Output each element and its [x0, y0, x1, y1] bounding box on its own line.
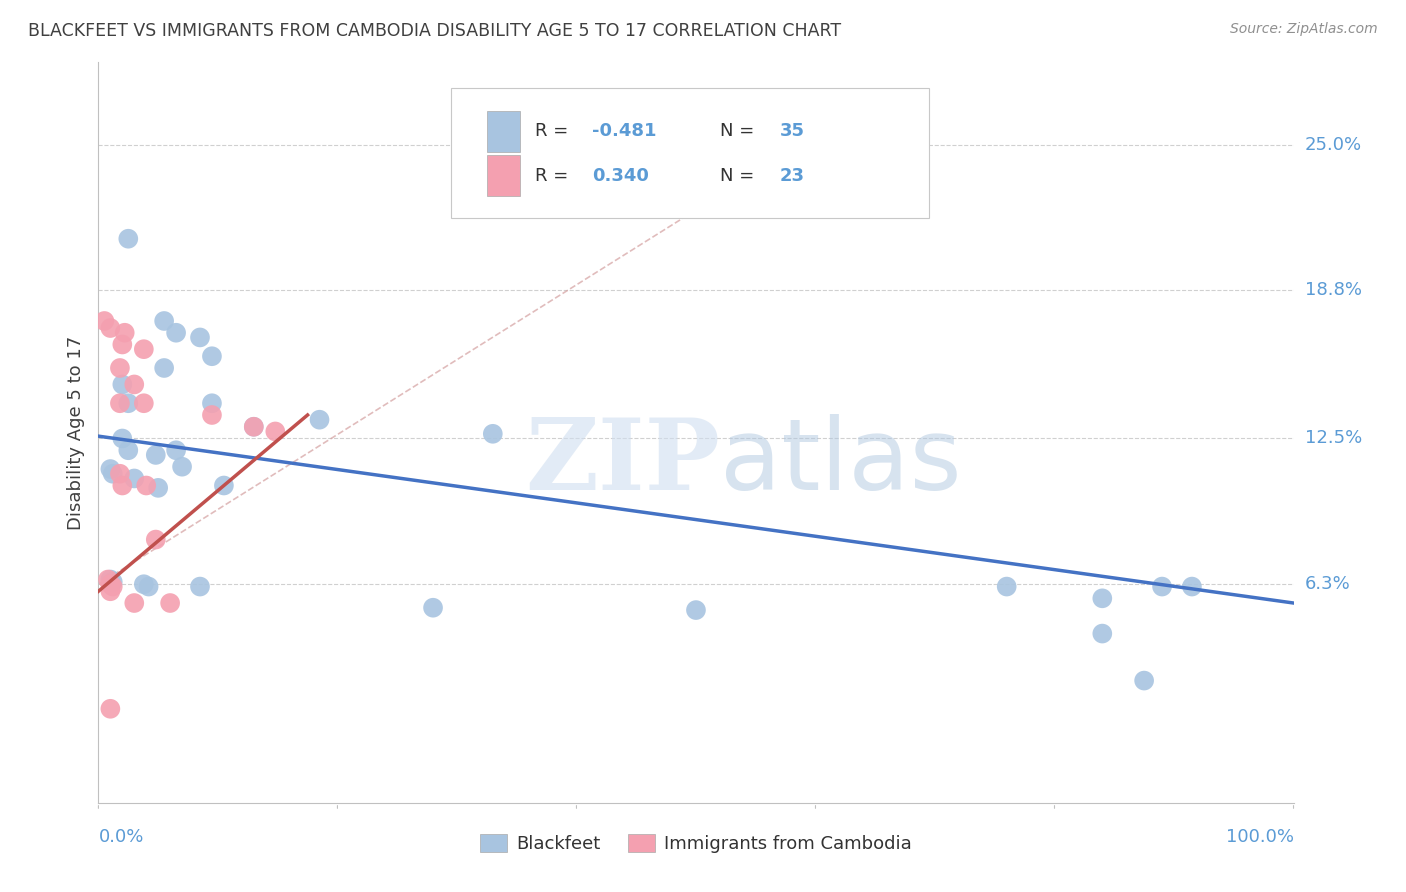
FancyBboxPatch shape — [451, 88, 929, 218]
Text: 23: 23 — [780, 167, 804, 185]
Legend: Blackfeet, Immigrants from Cambodia: Blackfeet, Immigrants from Cambodia — [472, 827, 920, 861]
Text: ZIP: ZIP — [524, 414, 720, 511]
Point — [201, 349, 224, 363]
Point — [264, 425, 287, 439]
Point — [201, 396, 224, 410]
Point — [108, 396, 131, 410]
Point — [93, 314, 115, 328]
Text: -0.481: -0.481 — [592, 122, 657, 140]
Point — [108, 361, 131, 376]
Point — [145, 533, 167, 547]
Point — [124, 471, 146, 485]
Point — [98, 702, 122, 716]
Point — [172, 459, 194, 474]
Point — [132, 342, 155, 356]
Text: atlas: atlas — [720, 414, 962, 511]
Point — [243, 419, 266, 434]
Point — [308, 413, 330, 427]
Point — [138, 580, 160, 594]
Text: 0.340: 0.340 — [592, 167, 650, 185]
Text: 25.0%: 25.0% — [1305, 136, 1362, 153]
Point — [98, 584, 122, 599]
FancyBboxPatch shape — [486, 155, 520, 196]
Point — [101, 580, 124, 594]
Point — [108, 467, 131, 481]
Point — [1091, 626, 1114, 640]
Text: BLACKFEET VS IMMIGRANTS FROM CAMBODIA DISABILITY AGE 5 TO 17 CORRELATION CHART: BLACKFEET VS IMMIGRANTS FROM CAMBODIA DI… — [28, 22, 841, 40]
Point — [124, 596, 146, 610]
Text: 35: 35 — [780, 122, 804, 140]
Point — [132, 577, 155, 591]
Point — [1133, 673, 1156, 688]
Point — [111, 377, 134, 392]
Text: 0.0%: 0.0% — [98, 828, 143, 846]
Point — [101, 574, 124, 589]
Point — [153, 314, 176, 328]
Point — [481, 426, 505, 441]
Text: 18.8%: 18.8% — [1305, 281, 1361, 300]
Text: 12.5%: 12.5% — [1305, 429, 1362, 448]
Text: Source: ZipAtlas.com: Source: ZipAtlas.com — [1230, 22, 1378, 37]
Point — [685, 603, 707, 617]
Point — [98, 462, 122, 476]
Text: N =: N = — [720, 122, 759, 140]
Y-axis label: Disability Age 5 to 17: Disability Age 5 to 17 — [66, 335, 84, 530]
FancyBboxPatch shape — [486, 111, 520, 152]
Point — [124, 377, 146, 392]
Point — [114, 326, 136, 340]
Point — [422, 600, 444, 615]
Text: 100.0%: 100.0% — [1226, 828, 1294, 846]
Point — [188, 330, 211, 344]
Point — [97, 573, 120, 587]
Point — [159, 596, 181, 610]
Text: N =: N = — [720, 167, 759, 185]
Point — [243, 419, 266, 434]
Point — [148, 481, 170, 495]
Point — [111, 337, 134, 351]
Point — [101, 467, 124, 481]
Point — [98, 321, 122, 335]
Point — [117, 443, 139, 458]
Point — [212, 478, 235, 492]
Point — [165, 443, 187, 458]
Text: 6.3%: 6.3% — [1305, 575, 1350, 593]
Point — [98, 577, 122, 591]
Text: R =: R = — [534, 122, 574, 140]
Point — [188, 580, 211, 594]
Point — [1152, 580, 1174, 594]
Point — [165, 326, 187, 340]
Point — [145, 448, 167, 462]
Point — [201, 408, 224, 422]
Point — [111, 478, 134, 492]
Point — [1091, 591, 1114, 606]
Point — [117, 396, 139, 410]
Point — [135, 478, 157, 492]
Point — [1181, 580, 1204, 594]
Point — [98, 573, 122, 587]
Point — [153, 361, 176, 376]
Text: R =: R = — [534, 167, 574, 185]
Point — [995, 580, 1018, 594]
Point — [117, 232, 139, 246]
Point — [111, 432, 134, 446]
Point — [132, 396, 155, 410]
